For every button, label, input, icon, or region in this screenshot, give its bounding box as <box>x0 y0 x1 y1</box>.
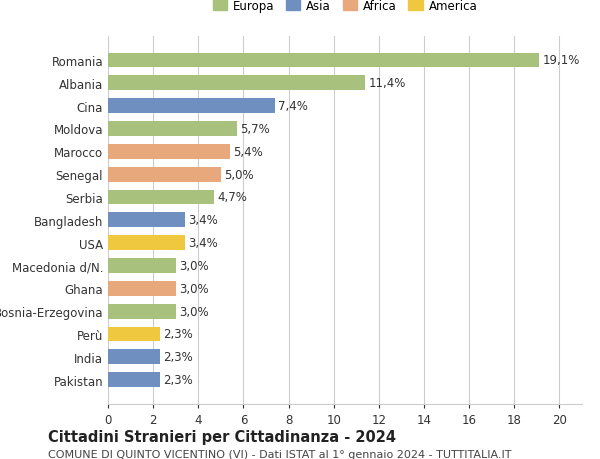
Bar <box>108 76 365 91</box>
Bar <box>108 53 539 68</box>
Text: 3,4%: 3,4% <box>188 237 218 250</box>
Bar <box>108 304 176 319</box>
Bar <box>108 258 176 273</box>
Text: 5,4%: 5,4% <box>233 146 263 158</box>
Text: 2,3%: 2,3% <box>163 373 193 386</box>
Legend: Europa, Asia, Africa, America: Europa, Asia, Africa, America <box>208 0 482 17</box>
Text: 4,7%: 4,7% <box>217 191 247 204</box>
Bar <box>108 99 275 114</box>
Text: 5,0%: 5,0% <box>224 168 254 181</box>
Text: 3,0%: 3,0% <box>179 282 209 295</box>
Bar <box>108 213 185 228</box>
Text: 2,3%: 2,3% <box>163 351 193 364</box>
Bar <box>108 190 214 205</box>
Bar <box>108 372 160 387</box>
Bar <box>108 168 221 182</box>
Bar <box>108 350 160 364</box>
Bar <box>108 122 236 137</box>
Text: 5,7%: 5,7% <box>240 123 270 136</box>
Text: 2,3%: 2,3% <box>163 328 193 341</box>
Text: 3,0%: 3,0% <box>179 259 209 272</box>
Text: 11,4%: 11,4% <box>368 77 406 90</box>
Text: 7,4%: 7,4% <box>278 100 308 113</box>
Bar <box>108 145 230 159</box>
Text: COMUNE DI QUINTO VICENTINO (VI) - Dati ISTAT al 1° gennaio 2024 - TUTTITALIA.IT: COMUNE DI QUINTO VICENTINO (VI) - Dati I… <box>48 449 511 459</box>
Text: 3,0%: 3,0% <box>179 305 209 318</box>
Text: 19,1%: 19,1% <box>542 54 580 67</box>
Bar <box>108 236 185 251</box>
Bar <box>108 281 176 296</box>
Bar <box>108 327 160 341</box>
Text: 3,4%: 3,4% <box>188 214 218 227</box>
Text: Cittadini Stranieri per Cittadinanza - 2024: Cittadini Stranieri per Cittadinanza - 2… <box>48 429 396 444</box>
